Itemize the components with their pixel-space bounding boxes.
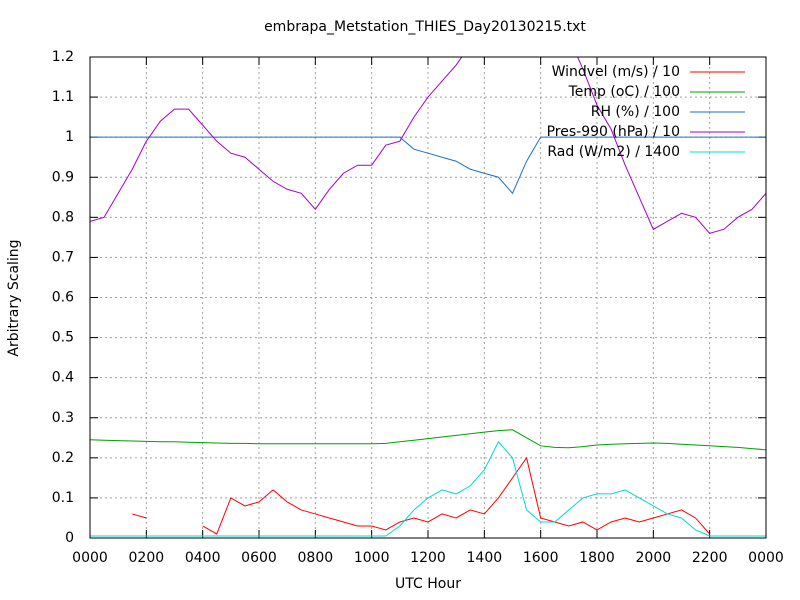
y-tick-label: 0.4: [52, 370, 74, 386]
legend-label: RH (%) / 100: [591, 104, 680, 120]
y-tick-label: 0: [65, 530, 74, 546]
y-tick-label: 0.2: [52, 450, 74, 466]
plot-area: [90, 57, 766, 537]
x-tick-label: 1600: [523, 550, 559, 566]
data-line: [90, 57, 766, 234]
x-tick-label: 2200: [692, 550, 728, 566]
data-line: [90, 440, 766, 537]
y-tick-label: 0.3: [52, 410, 74, 426]
x-tick-label: 0000: [72, 550, 108, 566]
y-tick-label: 1: [65, 129, 74, 145]
chart-title: embrapa_Metstation_THIES_Day20130215.txt: [264, 19, 586, 35]
y-tick-label: 1.1: [52, 89, 74, 105]
y-tick-label: 1.2: [52, 49, 74, 65]
x-tick-label: 0200: [129, 550, 165, 566]
y-tick-label: 0.8: [52, 209, 74, 225]
y-tick-label: 0.5: [52, 330, 74, 346]
x-tick-label: 0400: [185, 550, 221, 566]
data-line: [90, 429, 766, 451]
x-tick-label: 0800: [298, 550, 334, 566]
y-tick-label: 0.7: [52, 249, 74, 265]
legend-label: Rad (W/m2) / 1400: [547, 144, 680, 160]
y-tick-label: 0.9: [52, 169, 74, 185]
plot-border: [89, 56, 767, 539]
data-line: [132, 456, 711, 535]
x-tick-label: 0600: [241, 550, 277, 566]
x-tick-label: 0000: [748, 550, 784, 566]
legend-label: Windvel (m/s) / 10: [552, 64, 680, 80]
legend-label: Temp (oC) / 100: [568, 84, 680, 100]
legend-label: Pres-990 (hPa) / 10: [547, 124, 680, 140]
y-tick-label: 0.6: [52, 290, 74, 306]
x-tick-label: 2000: [636, 550, 672, 566]
x-tick-label: 1200: [410, 550, 446, 566]
x-axis-label: UTC Hour: [395, 576, 461, 592]
y-tick-label: 0.1: [52, 490, 74, 506]
x-tick-label: 1800: [579, 550, 615, 566]
y-axis-label: Arbitrary Scaling: [6, 239, 22, 356]
x-tick-label: 1000: [354, 550, 390, 566]
x-tick-label: 1400: [467, 550, 503, 566]
data-line: [90, 136, 766, 195]
